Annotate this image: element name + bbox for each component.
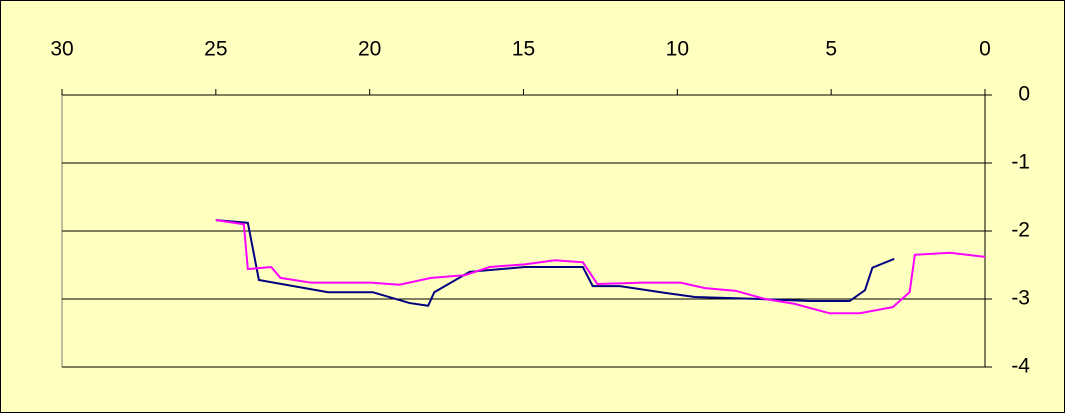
line-series [215,219,986,315]
line-series [215,219,895,307]
y-tick-label: -3 [1011,287,1030,310]
y-tick-label: -2 [1011,219,1030,242]
x-tick-label: 10 [666,38,689,61]
x-tick-label: 0 [979,38,991,61]
y-tick-label: -1 [1011,151,1030,174]
x-tick-label: 30 [50,38,73,61]
x-tick-label: 20 [358,38,381,61]
y-tick-label: 0 [1018,83,1030,106]
x-tick-label: 15 [512,38,535,61]
y-tick-label: -4 [1011,355,1030,378]
x-tick-label: 5 [825,38,837,61]
x-tick-label: 25 [204,38,227,61]
